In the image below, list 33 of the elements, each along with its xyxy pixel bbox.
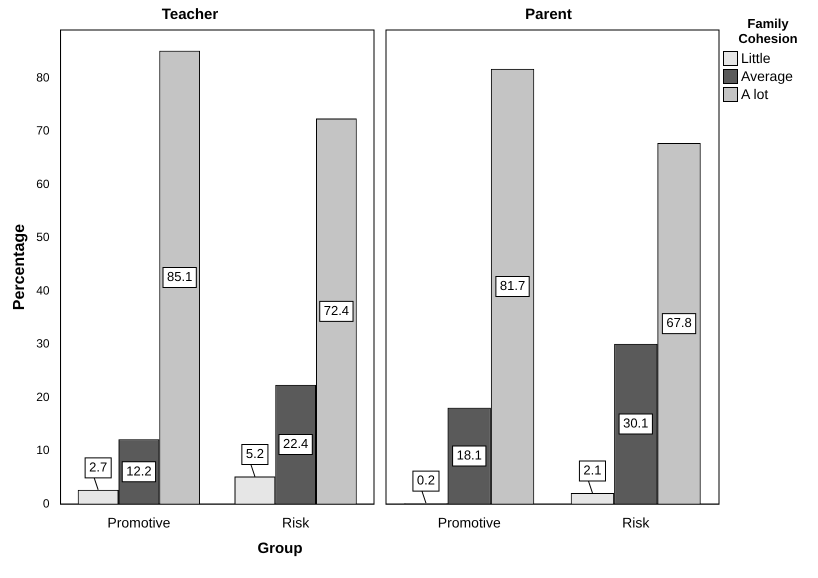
y-tick-label: 80	[36, 70, 50, 84]
data-label: 85.1	[167, 269, 192, 284]
y-tick-label: 50	[36, 230, 50, 244]
data-label: 0.2	[416, 472, 435, 488]
data-label: 22.4	[282, 436, 308, 452]
x-tick-label: Promotive	[107, 514, 171, 530]
data-label: 81.7	[500, 278, 526, 294]
data-label: 12.2	[126, 463, 152, 478]
y-tick-label: 60	[36, 176, 50, 191]
data-label: 30.1	[623, 416, 648, 431]
chart-title: Parent	[525, 6, 572, 24]
chart-title: Teacher	[162, 6, 218, 24]
x-tick-label: Risk	[622, 514, 650, 530]
y-tick-label: 30	[36, 336, 50, 351]
y-axis-title: Percentage	[11, 224, 28, 310]
y-tick-label: 20	[36, 390, 50, 404]
y-tick-label: 0	[42, 496, 50, 511]
data-label: 72.4	[324, 302, 350, 318]
legend-label: A lot	[741, 86, 768, 102]
data-label: 18.1	[456, 448, 482, 463]
data-label: 2.1	[583, 462, 602, 478]
data-label: 67.8	[666, 315, 692, 330]
x-tick-label: Risk	[282, 514, 310, 530]
y-tick-label: 10	[36, 443, 50, 458]
y-tick-label: 70	[36, 124, 50, 138]
legend-title: Family Cohesion	[737, 16, 799, 46]
x-tick-label: Promotive	[438, 514, 501, 530]
legend-label: Average	[741, 68, 793, 84]
legend-label: Little	[741, 50, 771, 66]
y-tick-label: 40	[36, 283, 50, 298]
data-label: 2.7	[89, 459, 108, 474]
x-axis-title: Group	[256, 540, 304, 557]
data-label: 5.2	[246, 446, 264, 462]
